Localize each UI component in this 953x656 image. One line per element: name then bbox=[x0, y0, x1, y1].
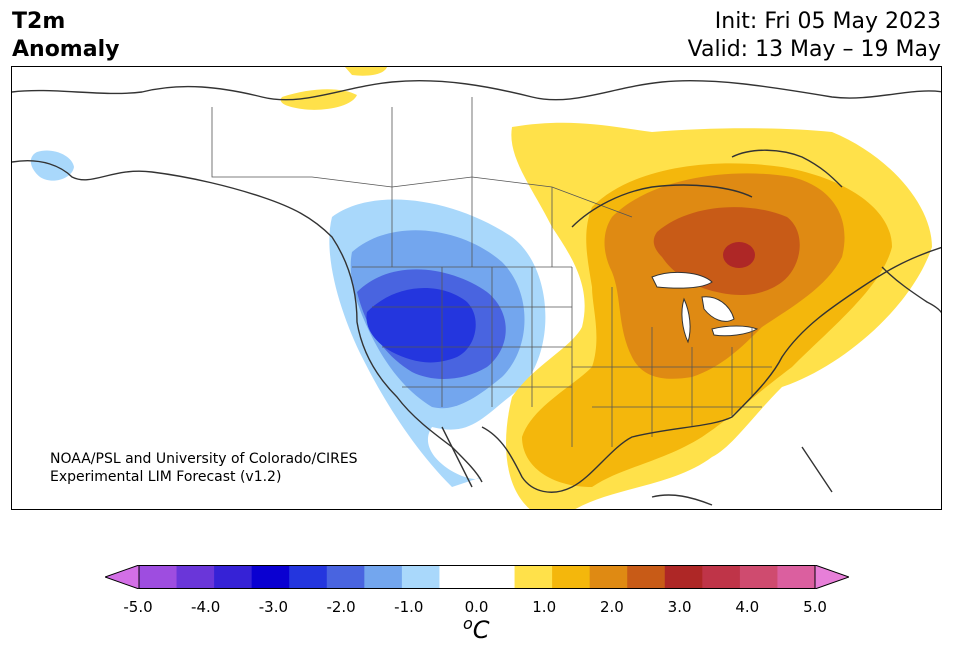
title-line-1: T2m bbox=[12, 9, 66, 34]
colorbar-tick: -5.0 bbox=[123, 598, 153, 616]
colorbar-cell bbox=[739, 565, 778, 589]
colorbar-cell bbox=[514, 565, 553, 589]
colorbar-min-arrow bbox=[105, 565, 140, 589]
colorbar-cell bbox=[214, 565, 253, 589]
map-canvas bbox=[12, 67, 941, 509]
colorbar-cell bbox=[251, 565, 290, 589]
init-date: Init: Fri 05 May 2023 bbox=[714, 9, 941, 34]
credit-text: NOAA/PSL and University of Colorado/CIRE… bbox=[50, 450, 358, 486]
colorbar-tick: 5.0 bbox=[803, 598, 827, 616]
colorbar-unit: oC bbox=[463, 614, 490, 644]
title-line-2: Anomaly bbox=[12, 37, 120, 62]
colorbar-cell bbox=[289, 565, 328, 589]
colorbar-outline bbox=[138, 565, 816, 589]
credit-line-1: NOAA/PSL and University of Colorado/CIRE… bbox=[50, 451, 358, 467]
colorbar-cell bbox=[364, 565, 403, 589]
colorbar-tick: -3.0 bbox=[258, 598, 289, 616]
colorbar-tick: -1.0 bbox=[394, 598, 424, 616]
colorbar bbox=[105, 565, 849, 589]
colorbar-tick-labels: -5.0 -4.0 -3.0 -2.0 -1.0 0.0 1.0 2.0 3.0 4.0 5.0 bbox=[0, 598, 953, 618]
colorbar-cell bbox=[589, 565, 628, 589]
colorbar-cell bbox=[702, 565, 741, 589]
colorbar-tick: 0.0 bbox=[464, 598, 489, 616]
colorbar-cell bbox=[139, 565, 178, 589]
colorbar-tick: -2.0 bbox=[326, 598, 356, 616]
great-lakes bbox=[651, 272, 759, 344]
colorbar-cell bbox=[326, 565, 365, 589]
colorbar-cell bbox=[664, 565, 703, 589]
valid-range: Valid: 13 May – 19 May bbox=[687, 37, 941, 62]
colorbar-tick: 1.0 bbox=[532, 598, 557, 616]
forecast-dates: Init: Fri 05 May 2023 Valid: 13 May – 19… bbox=[688, 8, 941, 64]
colorbar-cells bbox=[139, 565, 816, 589]
colorbar-cell bbox=[401, 565, 440, 589]
colorbar-cell bbox=[439, 565, 478, 589]
colorbar-tick: 3.0 bbox=[667, 598, 692, 616]
unit-base: C bbox=[472, 616, 490, 644]
credit-line-2: Experimental LIM Forecast (v1.2) bbox=[50, 469, 282, 485]
colorbar-cell bbox=[627, 565, 666, 589]
colorbar-tick: -4.0 bbox=[191, 598, 221, 616]
colorbar-cell bbox=[777, 565, 816, 589]
cold-anomaly-region bbox=[30, 150, 546, 487]
colorbar-max-arrow bbox=[814, 565, 849, 589]
colorbar-tick: 2.0 bbox=[599, 598, 624, 616]
colorbar-tick: 4.0 bbox=[735, 598, 760, 616]
colorbar-cell bbox=[552, 565, 591, 589]
map-title: T2m Anomaly bbox=[12, 8, 119, 64]
anomaly-map: NOAA/PSL and University of Colorado/CIRE… bbox=[11, 66, 942, 510]
country-borders bbox=[211, 97, 772, 447]
colorbar-cell bbox=[176, 565, 215, 589]
unit-superscript: o bbox=[463, 614, 473, 633]
colorbar-cell bbox=[477, 565, 516, 589]
coastlines bbox=[12, 79, 941, 506]
